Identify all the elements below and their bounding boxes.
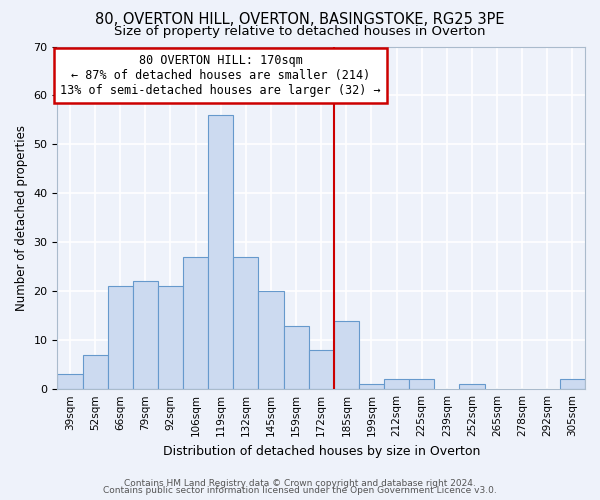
Y-axis label: Number of detached properties: Number of detached properties [15,125,28,311]
Bar [308,350,334,389]
Bar [460,384,485,389]
Bar [233,257,259,389]
Bar [107,286,133,389]
Bar [183,257,208,389]
X-axis label: Distribution of detached houses by size in Overton: Distribution of detached houses by size … [163,444,480,458]
Text: 80 OVERTON HILL: 170sqm
← 87% of detached houses are smaller (214)
13% of semi-d: 80 OVERTON HILL: 170sqm ← 87% of detache… [61,54,381,97]
Bar [83,355,107,389]
Bar [58,374,83,389]
Bar [384,380,409,389]
Bar [359,384,384,389]
Text: Contains public sector information licensed under the Open Government Licence v3: Contains public sector information licen… [103,486,497,495]
Text: Contains HM Land Registry data © Crown copyright and database right 2024.: Contains HM Land Registry data © Crown c… [124,478,476,488]
Text: Size of property relative to detached houses in Overton: Size of property relative to detached ho… [114,25,486,38]
Bar [133,282,158,389]
Bar [560,380,585,389]
Bar [158,286,183,389]
Bar [284,326,308,389]
Bar [259,292,284,389]
Text: 80, OVERTON HILL, OVERTON, BASINGSTOKE, RG25 3PE: 80, OVERTON HILL, OVERTON, BASINGSTOKE, … [95,12,505,28]
Bar [208,115,233,389]
Bar [409,380,434,389]
Bar [334,320,359,389]
